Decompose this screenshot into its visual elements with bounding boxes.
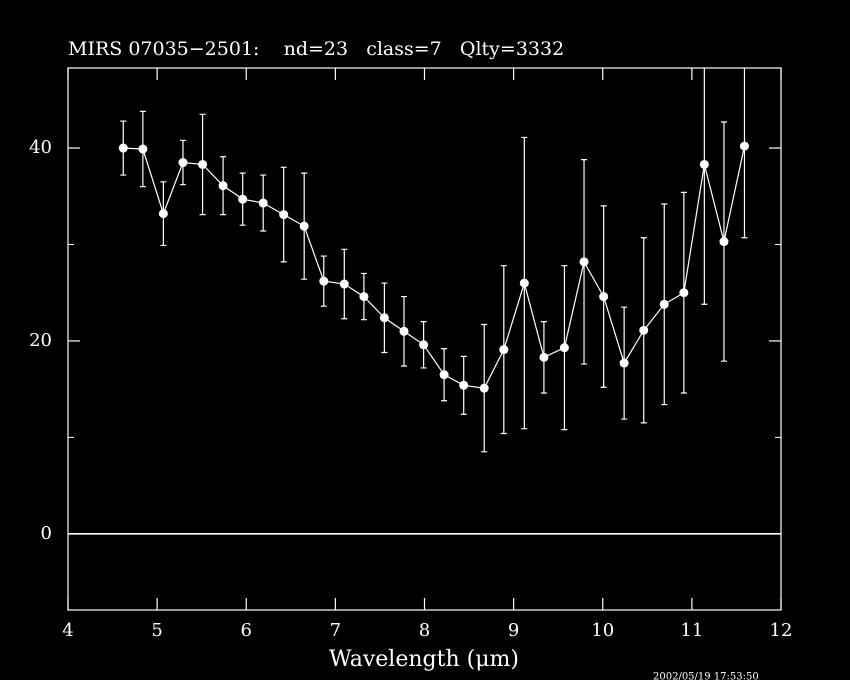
data-point: [399, 326, 409, 336]
data-point: [439, 370, 449, 380]
data-point: [699, 159, 709, 169]
x-tick-label: 4: [62, 620, 73, 641]
x-axis-label: Wavelength (μm): [329, 647, 519, 672]
data-point: [419, 340, 429, 350]
chart-title: MIRS 07035−2501: nd=23 class=7 Qlty=3332: [68, 38, 564, 60]
data-point: [639, 325, 649, 335]
x-tick-label: 12: [770, 620, 793, 641]
data-point: [238, 194, 248, 204]
data-point: [359, 292, 369, 302]
data-point: [379, 313, 389, 323]
x-tick-label: 6: [241, 620, 252, 641]
data-point: [339, 279, 349, 289]
data-point: [599, 292, 609, 302]
data-point: [459, 380, 469, 390]
data-point: [559, 343, 569, 353]
data-point: [198, 159, 208, 169]
data-point: [319, 276, 329, 286]
data-point: [519, 278, 529, 288]
x-tick-label: 9: [508, 620, 519, 641]
data-point: [619, 358, 629, 368]
y-tick-label: 0: [41, 523, 52, 544]
data-point: [178, 158, 188, 168]
data-point: [258, 198, 268, 208]
data-point: [539, 352, 549, 362]
timestamp: 2002/05/19 17:53:50: [653, 672, 759, 680]
data-point: [479, 383, 489, 393]
series-line: [123, 145, 746, 389]
x-tick-label: 5: [151, 620, 162, 641]
data-point: [118, 143, 128, 153]
x-tick-label: 11: [680, 620, 703, 641]
plot-frame: [67, 67, 782, 611]
data-point: [279, 210, 289, 220]
x-tick-label: 7: [330, 620, 341, 641]
data-point: [158, 209, 168, 219]
data-point: [719, 237, 729, 247]
x-tick-label: 8: [419, 620, 430, 641]
data-point: [739, 141, 749, 151]
data-point: [679, 288, 689, 298]
y-tick-label: 40: [29, 137, 52, 158]
data-point: [579, 257, 589, 267]
plot-area: [118, 68, 749, 453]
data-point: [499, 345, 509, 355]
y-tick-label: 20: [29, 330, 52, 351]
x-tick-label: 10: [591, 620, 614, 641]
data-point: [218, 181, 228, 191]
data-point: [299, 221, 309, 231]
data-point: [659, 299, 669, 309]
data-point: [138, 144, 148, 154]
